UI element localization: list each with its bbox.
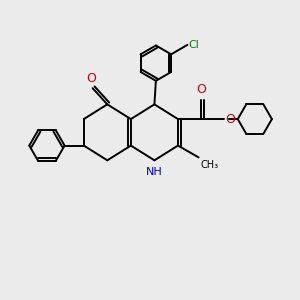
Text: O: O	[225, 112, 235, 126]
Text: NH: NH	[146, 167, 162, 177]
Text: O: O	[196, 83, 206, 96]
Text: CH₃: CH₃	[201, 160, 219, 170]
Text: O: O	[86, 72, 96, 85]
Text: Cl: Cl	[189, 40, 200, 50]
